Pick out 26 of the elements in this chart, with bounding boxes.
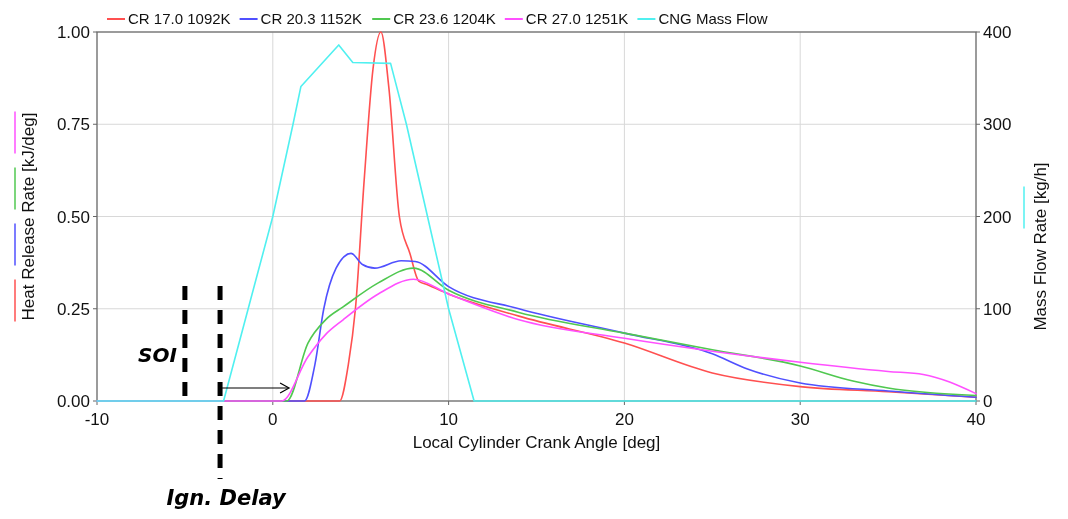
y2-tick-label: 0 — [983, 392, 993, 411]
y-tick-label: 1.00 — [56, 23, 90, 42]
y2-axis-title: Mass Flow Rate [kg/h] — [1031, 162, 1050, 331]
legend-label: CNG Mass Flow — [658, 10, 768, 27]
y-tick-label: 0.50 — [56, 207, 90, 227]
y-axis-title: Heat Release Rate [kJ/deg] — [19, 112, 38, 321]
y2-tick-label: 400 — [983, 23, 1012, 42]
x-tick-label: 10 — [439, 410, 459, 429]
y2-tick-label: 100 — [983, 299, 1012, 319]
y-tick-label: 0.75 — [56, 115, 90, 135]
legend-label: CR 17.0 1092K — [128, 10, 231, 27]
x-tick-label: 0 — [268, 410, 278, 429]
y-tick-label: 0.25 — [56, 299, 90, 319]
x-tick-label: -10 — [84, 410, 110, 429]
ref-line-label: Ign. Delay — [166, 486, 287, 510]
ref-line-label: SOI — [138, 343, 178, 367]
legend-label: CR 23.6 1204K — [393, 10, 496, 27]
x-tick-label: 30 — [790, 410, 810, 429]
x-tick-label: 40 — [966, 410, 986, 429]
legend-label: CR 20.3 1152K — [260, 10, 363, 27]
x-axis-title: Local Cylinder Crank Angle [deg] — [412, 433, 661, 452]
x-tick-label: 20 — [614, 410, 634, 429]
y-tick-label: 0.00 — [56, 392, 90, 411]
legend-label: CR 27.0 1251K — [525, 10, 629, 27]
y2-tick-label: 200 — [983, 207, 1012, 227]
y2-tick-label: 300 — [983, 115, 1012, 135]
